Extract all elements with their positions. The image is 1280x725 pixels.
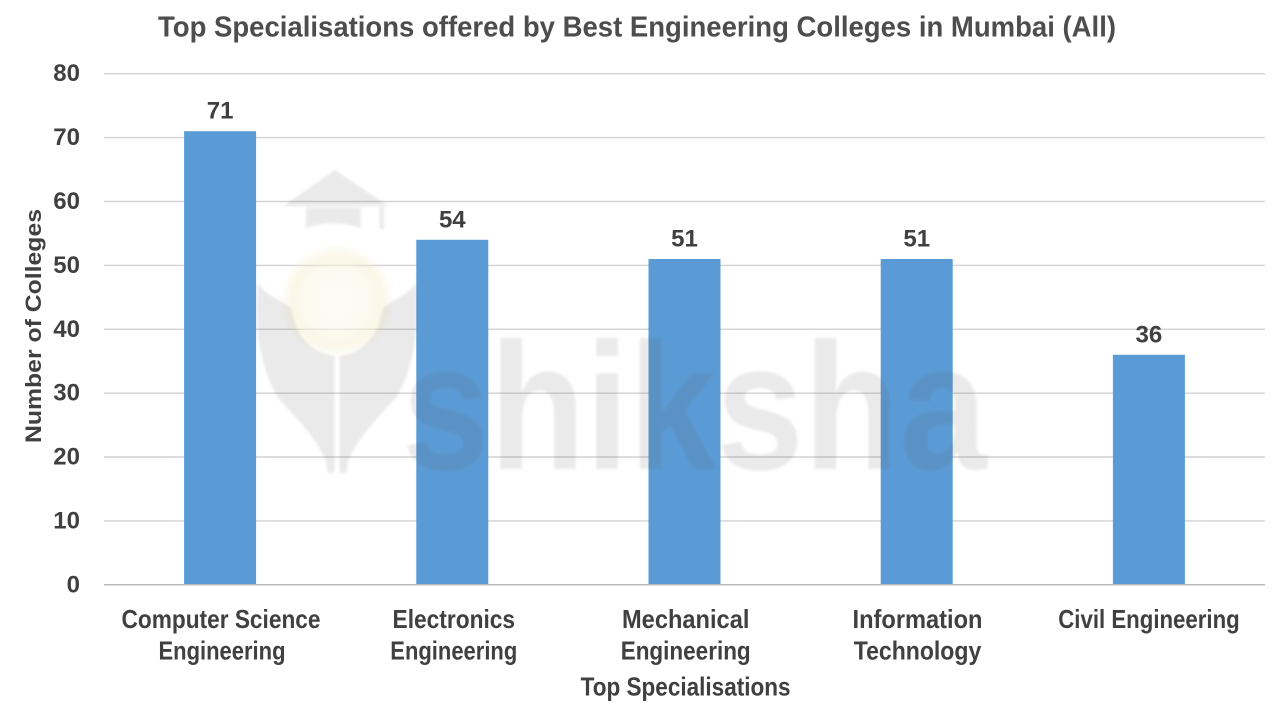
- svg-text:80: 80: [53, 60, 80, 87]
- svg-text:20: 20: [53, 444, 80, 471]
- svg-text:Engineering: Engineering: [621, 636, 751, 666]
- svg-text:30: 30: [53, 380, 80, 407]
- svg-text:70: 70: [53, 124, 80, 151]
- svg-text:Top Specialisations: Top Specialisations: [581, 671, 791, 701]
- svg-text:Engineering: Engineering: [159, 636, 286, 666]
- svg-text:Civil Engineering: Civil Engineering: [1058, 604, 1240, 634]
- svg-text:shiksha: shiksha: [402, 306, 988, 508]
- svg-text:60: 60: [53, 188, 80, 215]
- svg-text:51: 51: [671, 226, 698, 253]
- svg-text:Mechanical: Mechanical: [622, 604, 749, 634]
- svg-text:Top Specialisations offered by: Top Specialisations offered by Best Engi…: [158, 12, 1116, 44]
- svg-text:Technology: Technology: [854, 636, 982, 666]
- svg-text:Electronics: Electronics: [393, 604, 516, 634]
- svg-text:50: 50: [53, 252, 80, 279]
- svg-text:Engineering: Engineering: [390, 636, 517, 666]
- svg-text:10: 10: [53, 507, 80, 534]
- svg-text:54: 54: [439, 206, 466, 233]
- svg-text:0: 0: [67, 571, 80, 598]
- svg-text:Number of Colleges: Number of Colleges: [21, 209, 46, 443]
- svg-text:51: 51: [903, 226, 930, 253]
- svg-text:71: 71: [207, 98, 234, 125]
- svg-text:Computer Science: Computer Science: [122, 604, 321, 634]
- svg-text:36: 36: [1136, 321, 1163, 348]
- svg-text:40: 40: [53, 316, 80, 343]
- svg-text:Information: Information: [853, 604, 983, 634]
